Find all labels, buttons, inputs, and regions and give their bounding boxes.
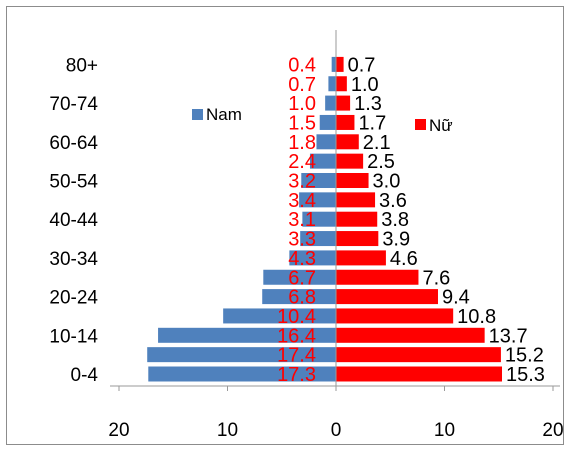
bar-nam-20-24 bbox=[262, 289, 336, 305]
legend-swatch-nu bbox=[415, 119, 426, 130]
bar-nu-30-34 bbox=[336, 250, 386, 266]
y-tick-label: 80+ bbox=[66, 55, 98, 76]
bar-nu-25-29 bbox=[336, 269, 419, 285]
bar-nu-60-64 bbox=[336, 134, 359, 150]
y-tick-label: 70-74 bbox=[49, 94, 98, 115]
data-label-nam: 0.7 bbox=[288, 74, 316, 96]
bar-nam-15-19 bbox=[223, 308, 336, 324]
data-label-nam: 10.4 bbox=[277, 306, 316, 328]
bar-nam-30-34 bbox=[289, 250, 336, 266]
series-nam-data-labels: 17.317.416.410.46.86.74.33.33.13.43.22.4… bbox=[277, 54, 316, 386]
data-label-nu: 0.7 bbox=[348, 54, 376, 76]
bar-nu-70-74 bbox=[336, 95, 351, 111]
data-label-nam: 6.8 bbox=[288, 287, 316, 309]
data-label-nu: 9.4 bbox=[442, 287, 470, 309]
data-label-nu: 10.8 bbox=[457, 306, 496, 328]
data-label-nam: 6.7 bbox=[288, 267, 316, 289]
data-label-nam: 0.4 bbox=[288, 54, 316, 76]
y-tick-label: 20-24 bbox=[49, 288, 98, 309]
legend-label-nu: Nữ bbox=[429, 116, 453, 135]
bar-nam-75-79 bbox=[328, 76, 336, 92]
series-nu-data-labels: 15.315.213.710.89.47.64.63.93.83.63.02.5… bbox=[348, 54, 545, 386]
bar-nam-10-14 bbox=[158, 327, 336, 343]
x-tick-label: 10 bbox=[434, 420, 455, 441]
data-label-nam: 2.4 bbox=[288, 151, 316, 173]
data-label-nam: 1.5 bbox=[288, 112, 316, 134]
data-label-nam: 17.4 bbox=[277, 345, 316, 367]
data-label-nu: 13.7 bbox=[489, 325, 528, 347]
bar-nam-55-59 bbox=[309, 153, 336, 169]
series-nu-bars bbox=[336, 56, 503, 382]
y-axis-tick-labels: 0-4 10-14 20-24 30-34 40-44 50-54 60-64 70-74 80… bbox=[49, 55, 98, 386]
data-label-nam: 3.2 bbox=[288, 171, 316, 193]
data-label-nam: 17.3 bbox=[277, 364, 316, 386]
data-label-nam: 3.3 bbox=[288, 229, 316, 251]
bar-nu-0-4 bbox=[336, 366, 503, 382]
bar-nam-45-49 bbox=[299, 192, 336, 208]
y-tick-label: 10-14 bbox=[49, 326, 98, 347]
data-label-nam: 16.4 bbox=[277, 325, 316, 347]
bar-nu-5-9 bbox=[336, 347, 501, 363]
data-label-nu: 3.0 bbox=[373, 171, 401, 193]
data-label-nu: 3.9 bbox=[382, 229, 410, 251]
data-label-nu: 3.8 bbox=[381, 209, 409, 231]
y-tick-label: 0-4 bbox=[71, 365, 99, 386]
x-tick-label: 20 bbox=[108, 420, 129, 441]
data-label-nu: 7.6 bbox=[422, 267, 450, 289]
data-label-nu: 2.1 bbox=[363, 132, 391, 154]
data-label-nam: 1.8 bbox=[288, 132, 316, 154]
series-nam-bars bbox=[147, 56, 336, 382]
data-label-nu: 4.6 bbox=[390, 248, 418, 270]
data-label-nam: 1.0 bbox=[288, 93, 316, 115]
data-label-nu: 3.6 bbox=[379, 190, 407, 212]
bar-nam-80+ bbox=[331, 56, 336, 72]
data-label-nu: 1.0 bbox=[351, 74, 379, 96]
data-label-nu: 1.7 bbox=[358, 112, 386, 134]
bar-nu-15-19 bbox=[336, 308, 454, 324]
bar-nam-50-54 bbox=[301, 173, 336, 188]
legend-swatch-nam bbox=[192, 109, 203, 120]
legend: Nam Nữ bbox=[192, 105, 453, 135]
data-label-nam: 4.3 bbox=[288, 248, 316, 270]
bar-nam-70-74 bbox=[325, 95, 336, 111]
bar-nam-40-44 bbox=[302, 211, 336, 227]
bar-nam-60-64 bbox=[316, 134, 336, 150]
bar-nu-35-39 bbox=[336, 231, 379, 247]
bar-nam-0-4 bbox=[148, 366, 336, 382]
bar-nam-25-29 bbox=[263, 269, 336, 285]
bar-nam-35-39 bbox=[300, 231, 336, 247]
bar-nu-65-69 bbox=[336, 114, 355, 130]
x-axis: 20 10 0 10 20 bbox=[108, 30, 564, 441]
x-tick-label: 10 bbox=[217, 420, 238, 441]
legend-label-nam: Nam bbox=[206, 105, 242, 124]
bar-nu-50-54 bbox=[336, 173, 369, 188]
data-label-nam: 3.4 bbox=[288, 190, 316, 212]
bar-nu-55-59 bbox=[336, 153, 364, 169]
y-tick-label: 50-54 bbox=[49, 172, 98, 193]
bar-nu-45-49 bbox=[336, 192, 376, 208]
data-label-nu: 15.2 bbox=[505, 345, 544, 367]
bar-nu-10-14 bbox=[336, 327, 485, 343]
data-label-nu: 1.3 bbox=[354, 93, 382, 115]
y-tick-label: 40-44 bbox=[49, 210, 98, 231]
bar-nam-5-9 bbox=[147, 347, 336, 363]
bar-nu-75-79 bbox=[336, 76, 347, 92]
bar-nu-20-24 bbox=[336, 289, 438, 305]
bar-nu-40-44 bbox=[336, 211, 378, 227]
y-tick-label: 60-64 bbox=[49, 133, 98, 154]
bar-nu-80+ bbox=[336, 56, 344, 72]
x-tick-label: 20 bbox=[542, 420, 563, 441]
x-tick-label: 0 bbox=[331, 420, 342, 441]
data-label-nu: 2.5 bbox=[367, 151, 395, 173]
data-label-nu: 15.3 bbox=[506, 364, 545, 386]
bar-nam-65-69 bbox=[319, 114, 336, 130]
y-tick-label: 30-34 bbox=[49, 249, 98, 270]
data-label-nam: 3.1 bbox=[288, 209, 316, 231]
